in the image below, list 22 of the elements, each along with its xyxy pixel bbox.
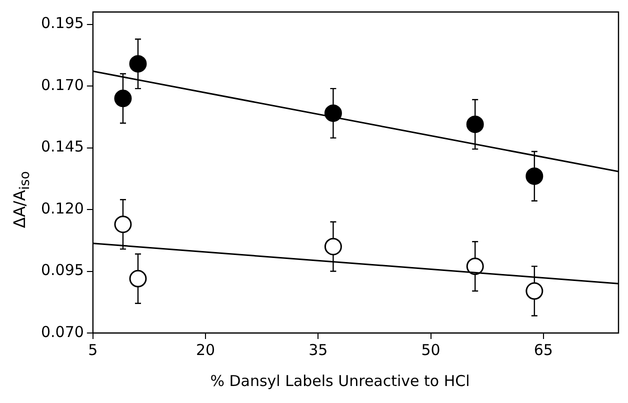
x-axis-title: % Dansyl Labels Unreactive to HCl [209,372,471,390]
point [114,216,132,234]
point [129,270,147,288]
point [526,282,544,300]
x-tick-label: 5 [88,340,98,359]
x-tick-label: 50 [421,340,440,359]
x-tick-label: 35 [308,340,328,359]
point [129,55,147,73]
y-tick-label: 0.170 [40,76,84,94]
point [466,258,484,276]
y-tick-label: 0.195 [40,14,84,32]
y-tick-label: 0.145 [40,138,84,156]
y-tick-label: 0.070 [40,322,84,341]
x-tick-label: 65 [534,340,553,359]
point [324,104,342,122]
y-tick-label: 0.120 [40,199,84,218]
x-tick-label: 20 [196,340,216,359]
y-tick-label: 0.095 [40,261,84,280]
point [324,238,342,256]
point [526,167,544,185]
point [466,116,484,134]
point [114,90,132,108]
